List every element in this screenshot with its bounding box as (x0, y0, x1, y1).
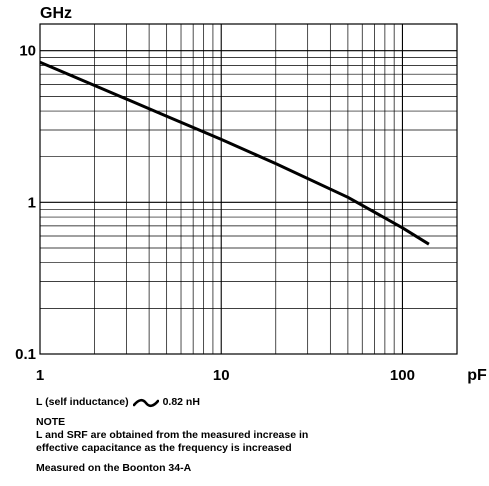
measured-note: Measured on the Boonton 34-A (36, 462, 476, 475)
x-tick-labels: 1 10 100 (36, 367, 415, 384)
y-unit-label: GHz (40, 5, 72, 22)
note-line-1: L and SRF are obtained from the measured… (36, 429, 476, 442)
inductance-label: L (self inductance) (36, 396, 129, 409)
x-unit-label: pF (467, 367, 487, 384)
note-heading: NOTE (36, 416, 476, 429)
inductance-line: L (self inductance) 0.82 nH (36, 396, 476, 409)
y-tick-label: 10 (19, 43, 36, 60)
x-tick-label: 10 (213, 367, 230, 384)
inductance-value: 0.82 nH (163, 396, 200, 409)
notes-block: L (self inductance) 0.82 nH NOTE L and S… (36, 396, 476, 475)
y-tick-label: 1 (28, 194, 36, 211)
y-tick-labels: 10 1 0.1 (15, 43, 36, 363)
y-tick-label: 0.1 (15, 346, 36, 363)
chart-grid (40, 24, 457, 354)
x-tick-label: 100 (390, 367, 415, 384)
x-tick-label: 1 (36, 367, 44, 384)
note-line-2: effective capacitance as the frequency i… (36, 442, 476, 455)
approx-tilde-icon (133, 398, 159, 408)
